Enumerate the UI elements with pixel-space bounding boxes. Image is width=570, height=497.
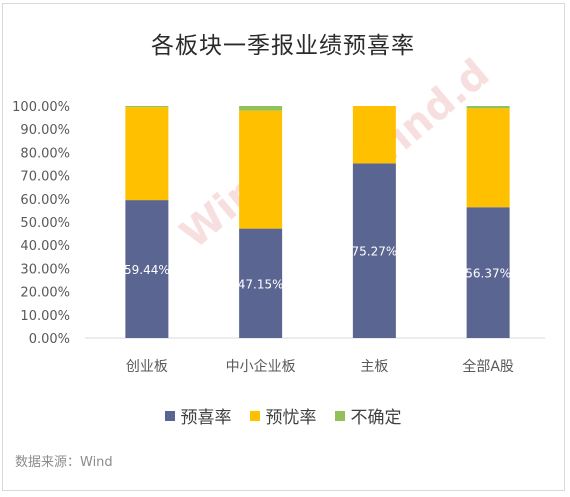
x-tick-label-2: 中小企业板 — [226, 358, 296, 375]
data-label-2: 47.15% — [238, 277, 284, 291]
x-tick-label-1: 创业板 — [126, 359, 168, 375]
legend-swatch-2 — [249, 410, 260, 421]
legend-swatch-1 — [164, 410, 175, 421]
y-tick-label-0: 0.00% — [29, 332, 70, 347]
bar-2-2 — [239, 110, 283, 229]
data-label-4: 56.37% — [465, 267, 511, 281]
legend-item-2: 预忧率 — [249, 403, 317, 428]
y-tick-label-5: 50.00% — [20, 216, 70, 231]
bar-2-3 — [352, 106, 396, 164]
legend-item-3: 不确定 — [334, 403, 402, 428]
x-tick-label-4: 全部A股 — [462, 358, 514, 375]
y-tick-label-1: 10.00% — [20, 309, 70, 324]
bar-2-4 — [466, 108, 510, 208]
bars: 59.44% 47.15% 75.27% 56.37% — [124, 106, 511, 338]
legend-swatch-3 — [334, 410, 345, 421]
x-tick-label-3: 主板 — [360, 359, 388, 375]
y-tick-label-9: 90.00% — [20, 123, 70, 138]
bar-1-1 — [125, 200, 169, 338]
bar-1-3 — [352, 163, 396, 338]
bar-1-2 — [239, 228, 283, 338]
y-tick-label-6: 60.00% — [20, 193, 70, 208]
legend-label-2: 预忧率 — [265, 408, 317, 428]
data-label-1: 59.44% — [124, 263, 170, 277]
y-tick-label-7: 70.00% — [20, 170, 70, 185]
bar-1-4 — [466, 207, 510, 338]
y-tick-label-2: 20.00% — [20, 286, 70, 301]
bar-3-2 — [239, 106, 283, 111]
bar-3-4 — [466, 106, 510, 109]
y-axis: 0.00% 10.00% 20.00% 30.00% 40.00% 50.00% 60.00… — [12, 100, 70, 347]
y-tick-label-3: 30.00% — [20, 262, 70, 277]
bar-3-1 — [125, 106, 169, 108]
y-tick-label-8: 80.00% — [20, 146, 70, 161]
legend: 预喜率 预忧率 不确定 — [0, 403, 566, 428]
chart-title: 各板块一季报业绩预喜率 — [151, 33, 415, 59]
y-tick-label-10: 100.00% — [12, 100, 70, 115]
legend-item-1: 预喜率 — [164, 403, 232, 428]
source-note: 数据来源：Wind — [15, 455, 113, 470]
data-label-3: 75.27% — [351, 245, 397, 259]
y-tick-label-4: 40.00% — [20, 239, 70, 254]
x-axis-labels: 创业板 中小企业板 主板 全部A股 — [126, 358, 514, 375]
legend-label-1: 预喜率 — [180, 408, 232, 428]
legend-label-3: 不确定 — [350, 408, 402, 428]
bar-2-1 — [125, 107, 169, 201]
